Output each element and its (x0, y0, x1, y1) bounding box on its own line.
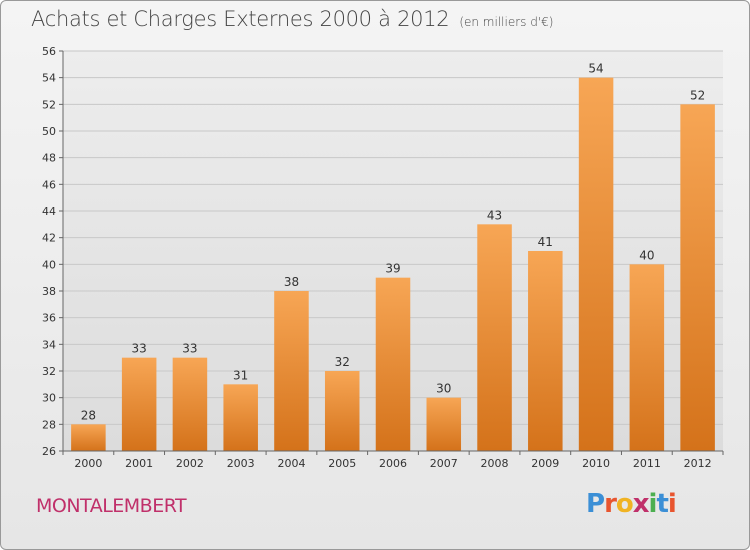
commune-name: MONTALEMBERT (36, 495, 187, 517)
y-tick-label: 52 (42, 98, 56, 111)
chart-title: Achats et Charges Externes 2000 à 2012 (e… (31, 7, 553, 31)
x-tick-label: 2005 (328, 457, 356, 470)
x-tick-label: 2006 (379, 457, 407, 470)
y-tick-label: 56 (42, 45, 56, 58)
y-tick-label: 34 (42, 338, 56, 351)
y-tick-label: 32 (42, 365, 56, 378)
bar[interactable] (680, 104, 715, 451)
proxiti-logo[interactable]: Proxiti (586, 489, 677, 519)
x-tick-label: 2011 (633, 457, 661, 470)
bar[interactable] (172, 357, 208, 451)
bars: 28 33 33 31 38 32 39 30 43 41 54 40 52 (71, 62, 715, 452)
data-label: 33 (182, 342, 197, 356)
x-tick-label: 2001 (125, 457, 153, 470)
chart-title-text: Achats et Charges Externes 2000 à 2012 (31, 7, 450, 31)
y-tick-label: 48 (42, 152, 56, 165)
bar[interactable] (426, 397, 462, 451)
logo-letter: i (667, 489, 677, 519)
x-tick-label: 2002 (176, 457, 204, 470)
x-tick-label: 2008 (481, 457, 509, 470)
x-tick-label: 2000 (74, 457, 102, 470)
bar[interactable] (71, 424, 106, 451)
y-axis: 26 28 30 32 34 36 38 40 42 44 46 48 50 52 54 56 (42, 45, 64, 458)
bar[interactable] (121, 357, 157, 451)
y-tick-label: 38 (42, 285, 56, 298)
y-tick-label: 36 (42, 312, 56, 325)
data-label: 41 (538, 235, 553, 249)
x-tick-label: 2010 (582, 457, 610, 470)
logo-letter: P (586, 489, 605, 519)
y-tick-label: 42 (42, 232, 56, 245)
data-label: 31 (233, 368, 248, 382)
bar[interactable] (375, 277, 411, 451)
data-label: 52 (690, 88, 705, 102)
logo-letter: i (648, 489, 658, 519)
chart-subtitle: (en milliers d'€) (459, 15, 554, 29)
y-tick-label: 28 (42, 418, 56, 431)
data-label: 33 (132, 342, 147, 356)
x-tick-label: 2009 (531, 457, 559, 470)
x-axis: 2000 2001 2002 2003 2004 2005 2006 2007 2008 2009… (62, 450, 724, 470)
y-tick-label: 44 (42, 205, 56, 218)
x-tick-label: 2003 (227, 457, 255, 470)
bar[interactable] (223, 384, 258, 451)
data-label: 38 (284, 275, 299, 289)
y-tick-label: 46 (42, 178, 56, 191)
logo-letter: t (656, 489, 668, 519)
y-tick-label: 50 (42, 125, 56, 138)
bar[interactable] (477, 224, 512, 451)
data-label: 32 (335, 355, 350, 369)
bar[interactable] (274, 291, 309, 451)
x-tick-label: 2004 (277, 457, 305, 470)
data-label: 40 (639, 248, 654, 262)
data-label: 43 (487, 208, 502, 222)
bar[interactable] (578, 77, 614, 452)
bar[interactable] (629, 264, 665, 451)
data-label: 30 (436, 382, 451, 396)
y-tick-label: 30 (42, 392, 56, 405)
bar[interactable] (528, 251, 563, 451)
logo-letter: r (604, 489, 617, 519)
x-tick-label: 2007 (430, 457, 458, 470)
y-tick-label: 26 (42, 445, 56, 458)
data-label: 28 (81, 408, 96, 422)
logo-letter: x (632, 489, 650, 519)
y-tick-label: 54 (42, 72, 56, 85)
logo-letter: o (615, 489, 634, 519)
bar[interactable] (324, 371, 360, 451)
data-label: 54 (588, 62, 603, 76)
y-tick-label: 40 (42, 258, 56, 271)
data-label: 39 (385, 262, 400, 276)
x-tick-label: 2012 (684, 457, 712, 470)
